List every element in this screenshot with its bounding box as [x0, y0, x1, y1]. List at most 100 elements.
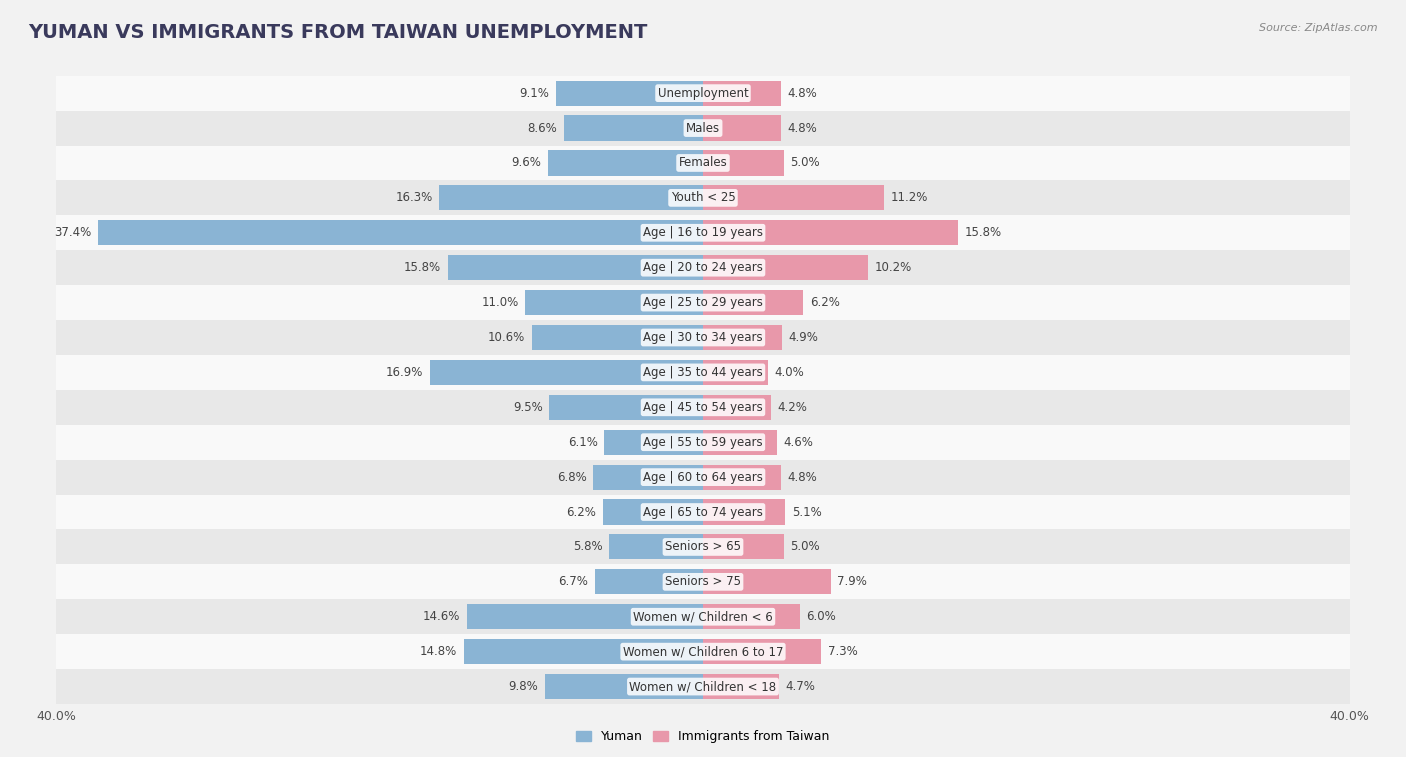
Bar — [56, 600, 1350, 634]
Bar — [703, 394, 770, 420]
Text: 6.2%: 6.2% — [567, 506, 596, 519]
Bar — [56, 320, 1350, 355]
Text: 9.8%: 9.8% — [509, 680, 538, 693]
Text: 6.2%: 6.2% — [810, 296, 839, 309]
Text: 14.8%: 14.8% — [420, 645, 457, 658]
Text: Women w/ Children 6 to 17: Women w/ Children 6 to 17 — [623, 645, 783, 658]
Bar — [703, 604, 800, 629]
Bar — [531, 325, 703, 350]
Text: Age | 25 to 29 years: Age | 25 to 29 years — [643, 296, 763, 309]
Text: 5.1%: 5.1% — [792, 506, 821, 519]
Text: Age | 30 to 34 years: Age | 30 to 34 years — [643, 331, 763, 344]
Text: Age | 55 to 59 years: Age | 55 to 59 years — [643, 436, 763, 449]
Bar — [703, 360, 768, 385]
Bar — [56, 494, 1350, 529]
Text: 4.6%: 4.6% — [785, 436, 814, 449]
Bar — [56, 669, 1350, 704]
Bar — [703, 430, 778, 455]
Text: 11.0%: 11.0% — [481, 296, 519, 309]
Text: Age | 16 to 19 years: Age | 16 to 19 years — [643, 226, 763, 239]
Bar — [56, 634, 1350, 669]
Legend: Yuman, Immigrants from Taiwan: Yuman, Immigrants from Taiwan — [571, 725, 835, 748]
Bar — [703, 639, 821, 664]
Bar — [548, 151, 703, 176]
Bar — [56, 459, 1350, 494]
Bar — [56, 180, 1350, 215]
Bar — [703, 534, 785, 559]
Text: 15.8%: 15.8% — [404, 261, 441, 274]
Text: 9.6%: 9.6% — [512, 157, 541, 170]
Text: 4.8%: 4.8% — [787, 86, 817, 100]
Bar — [56, 355, 1350, 390]
Text: 4.7%: 4.7% — [786, 680, 815, 693]
Text: Females: Females — [679, 157, 727, 170]
Text: Age | 45 to 54 years: Age | 45 to 54 years — [643, 400, 763, 414]
Text: 15.8%: 15.8% — [965, 226, 1002, 239]
Bar — [703, 500, 786, 525]
Text: 14.6%: 14.6% — [423, 610, 461, 623]
Bar — [593, 465, 703, 490]
Bar — [56, 76, 1350, 111]
Text: Youth < 25: Youth < 25 — [671, 192, 735, 204]
Text: 16.3%: 16.3% — [395, 192, 433, 204]
Bar — [703, 80, 780, 106]
Text: 7.9%: 7.9% — [837, 575, 868, 588]
Text: 8.6%: 8.6% — [527, 122, 558, 135]
Bar — [550, 394, 703, 420]
Text: 6.8%: 6.8% — [557, 471, 586, 484]
Text: Age | 60 to 64 years: Age | 60 to 64 years — [643, 471, 763, 484]
Bar — [440, 185, 703, 210]
Bar — [467, 604, 703, 629]
Text: 6.1%: 6.1% — [568, 436, 598, 449]
Bar — [56, 390, 1350, 425]
Bar — [56, 285, 1350, 320]
Text: 11.2%: 11.2% — [890, 192, 928, 204]
Text: Age | 20 to 24 years: Age | 20 to 24 years — [643, 261, 763, 274]
Bar — [703, 569, 831, 594]
Bar — [526, 290, 703, 315]
Bar — [703, 465, 780, 490]
Bar — [56, 215, 1350, 251]
Text: Seniors > 75: Seniors > 75 — [665, 575, 741, 588]
Bar — [605, 430, 703, 455]
Text: 37.4%: 37.4% — [55, 226, 91, 239]
Bar — [56, 565, 1350, 600]
Bar — [609, 534, 703, 559]
Text: Age | 65 to 74 years: Age | 65 to 74 years — [643, 506, 763, 519]
Bar — [430, 360, 703, 385]
Bar — [703, 151, 785, 176]
Text: 10.2%: 10.2% — [875, 261, 911, 274]
Bar — [56, 251, 1350, 285]
Text: 5.0%: 5.0% — [790, 540, 820, 553]
Bar — [703, 116, 780, 141]
Text: Unemployment: Unemployment — [658, 86, 748, 100]
Bar — [544, 674, 703, 699]
Text: 16.9%: 16.9% — [385, 366, 423, 379]
Text: 5.0%: 5.0% — [790, 157, 820, 170]
Bar — [703, 674, 779, 699]
Text: Age | 35 to 44 years: Age | 35 to 44 years — [643, 366, 763, 379]
Text: 9.5%: 9.5% — [513, 400, 543, 414]
Text: 6.7%: 6.7% — [558, 575, 588, 588]
Bar — [703, 325, 782, 350]
Bar — [464, 639, 703, 664]
Text: 4.0%: 4.0% — [775, 366, 804, 379]
Text: 6.0%: 6.0% — [807, 610, 837, 623]
Text: 4.2%: 4.2% — [778, 400, 807, 414]
Text: 4.8%: 4.8% — [787, 471, 817, 484]
Text: YUMAN VS IMMIGRANTS FROM TAIWAN UNEMPLOYMENT: YUMAN VS IMMIGRANTS FROM TAIWAN UNEMPLOY… — [28, 23, 648, 42]
Bar — [447, 255, 703, 280]
Bar — [98, 220, 703, 245]
Text: Seniors > 65: Seniors > 65 — [665, 540, 741, 553]
Text: 4.8%: 4.8% — [787, 122, 817, 135]
Bar — [703, 290, 803, 315]
Text: 10.6%: 10.6% — [488, 331, 526, 344]
Text: 5.8%: 5.8% — [574, 540, 603, 553]
Text: 7.3%: 7.3% — [828, 645, 858, 658]
Text: 4.9%: 4.9% — [789, 331, 818, 344]
Bar — [603, 500, 703, 525]
Bar — [564, 116, 703, 141]
Bar — [555, 80, 703, 106]
Bar — [703, 220, 959, 245]
Bar — [595, 569, 703, 594]
